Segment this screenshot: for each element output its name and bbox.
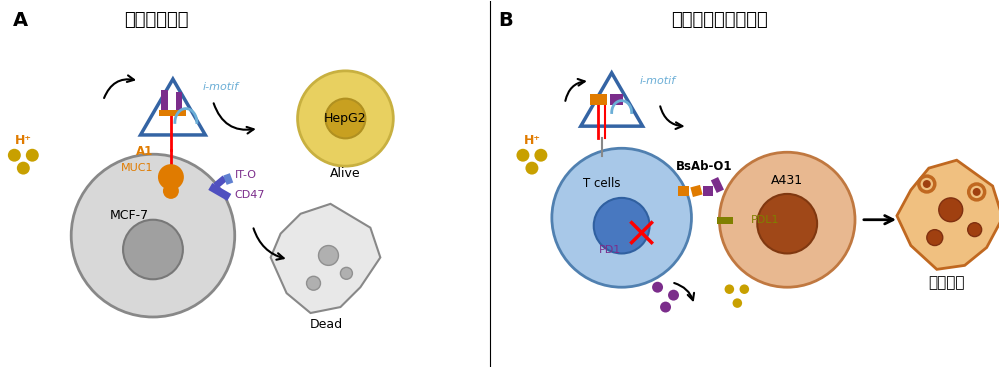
- Text: i-motif: i-motif: [640, 76, 676, 86]
- Circle shape: [8, 149, 21, 162]
- Text: 控制细胞死亡: 控制细胞死亡: [124, 11, 188, 29]
- Text: T cells: T cells: [583, 177, 620, 190]
- Text: CD47: CD47: [235, 190, 265, 200]
- Circle shape: [163, 183, 179, 199]
- Text: H⁺: H⁺: [523, 134, 540, 147]
- Text: A1: A1: [136, 145, 153, 158]
- Circle shape: [534, 149, 547, 162]
- Polygon shape: [159, 110, 186, 116]
- Polygon shape: [176, 92, 182, 110]
- Circle shape: [973, 188, 981, 196]
- Polygon shape: [610, 94, 623, 105]
- Text: IT-O: IT-O: [235, 170, 257, 180]
- Polygon shape: [223, 173, 233, 185]
- Circle shape: [923, 180, 931, 188]
- Text: PDL1: PDL1: [751, 215, 780, 225]
- Text: A431: A431: [771, 174, 803, 187]
- Text: MCF-7: MCF-7: [109, 209, 149, 222]
- Polygon shape: [271, 204, 380, 313]
- Circle shape: [17, 162, 30, 174]
- Text: 控制细胞黏附和激活: 控制细胞黏附和激活: [671, 11, 768, 29]
- Circle shape: [660, 302, 671, 312]
- Text: Alive: Alive: [330, 167, 361, 180]
- Text: PD1: PD1: [599, 244, 621, 255]
- Circle shape: [158, 164, 184, 190]
- Circle shape: [927, 230, 943, 245]
- Circle shape: [123, 220, 183, 279]
- Circle shape: [525, 162, 538, 174]
- Polygon shape: [208, 183, 231, 201]
- Polygon shape: [703, 186, 713, 196]
- Circle shape: [298, 71, 393, 166]
- Circle shape: [552, 148, 691, 287]
- Text: 细胞死亡: 细胞死亡: [929, 275, 965, 290]
- Circle shape: [733, 298, 742, 308]
- Polygon shape: [581, 73, 643, 126]
- Polygon shape: [141, 79, 205, 135]
- Circle shape: [969, 184, 985, 200]
- Circle shape: [719, 152, 855, 287]
- Text: MUC1: MUC1: [120, 163, 153, 173]
- Text: Dead: Dead: [310, 318, 343, 332]
- Text: A: A: [13, 11, 28, 30]
- Text: B: B: [498, 11, 513, 30]
- Circle shape: [740, 284, 749, 294]
- Circle shape: [652, 282, 663, 293]
- Circle shape: [26, 149, 39, 162]
- Circle shape: [668, 290, 679, 301]
- Circle shape: [340, 268, 352, 279]
- Polygon shape: [711, 177, 724, 193]
- Polygon shape: [897, 160, 1000, 269]
- Circle shape: [594, 198, 650, 254]
- Polygon shape: [678, 186, 689, 196]
- Text: HepG2: HepG2: [324, 112, 367, 125]
- Polygon shape: [161, 90, 168, 113]
- Polygon shape: [213, 176, 227, 188]
- Text: BsAb-O1: BsAb-O1: [676, 160, 733, 173]
- Circle shape: [319, 245, 338, 265]
- Circle shape: [939, 198, 963, 222]
- Polygon shape: [690, 185, 703, 197]
- Text: i-motif: i-motif: [203, 82, 239, 92]
- Circle shape: [968, 223, 982, 237]
- Polygon shape: [590, 94, 607, 105]
- Circle shape: [71, 154, 235, 317]
- Circle shape: [919, 176, 935, 192]
- Circle shape: [725, 284, 734, 294]
- Circle shape: [325, 99, 365, 138]
- Polygon shape: [717, 217, 733, 224]
- Circle shape: [516, 149, 529, 162]
- Text: H⁺: H⁺: [15, 134, 32, 147]
- Circle shape: [757, 194, 817, 254]
- Circle shape: [307, 276, 321, 290]
